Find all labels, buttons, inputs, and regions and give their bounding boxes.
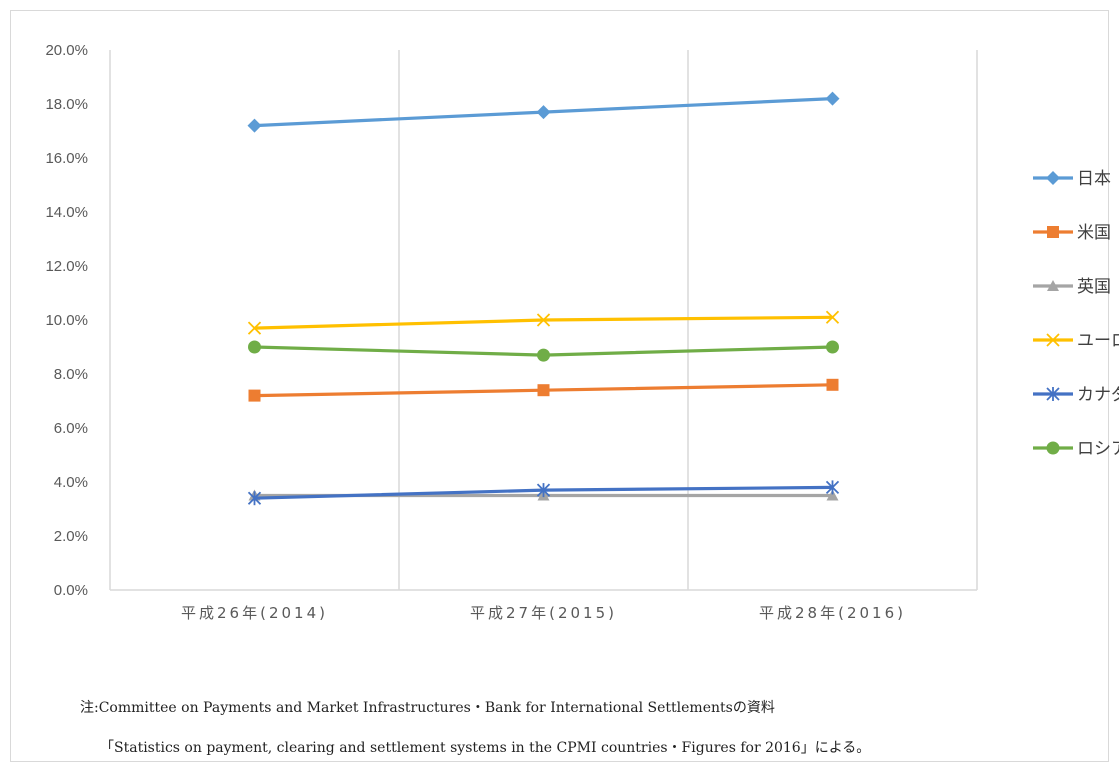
x-tick-label: 平成27年(2015) xyxy=(470,604,617,622)
y-tick-label: 0.0% xyxy=(54,582,88,599)
data-point xyxy=(247,118,262,133)
data-point xyxy=(537,384,550,397)
data-point xyxy=(247,491,262,506)
y-tick-label: 16.0% xyxy=(45,150,88,167)
data-point xyxy=(1046,441,1060,455)
data-point xyxy=(1046,171,1060,185)
marker-stroke xyxy=(247,321,262,335)
chart-frame xyxy=(10,10,1109,762)
series-0 xyxy=(247,91,840,133)
series-1 xyxy=(248,378,839,402)
x-tick-label: 平成26年(2014) xyxy=(181,604,328,622)
data-point xyxy=(826,489,839,501)
data-point xyxy=(825,310,840,324)
y-tick-label: 10.0% xyxy=(45,312,88,329)
data-point xyxy=(826,340,839,354)
y-tick-label: 4.0% xyxy=(54,474,88,491)
legend-item: 日本 xyxy=(1033,169,1111,189)
data-point xyxy=(537,348,550,362)
legend-item: 英国 xyxy=(1033,277,1111,297)
series-5 xyxy=(248,340,839,362)
data-point xyxy=(1046,387,1060,401)
legend-label: ロシア xyxy=(1077,439,1119,459)
legend-label: カナダ xyxy=(1077,385,1119,405)
y-tick-label: 6.0% xyxy=(54,420,88,437)
legend: 日本米国英国ユーロカナダロシア xyxy=(1033,169,1119,459)
legend-label: 日本 xyxy=(1077,169,1111,189)
legend-item: 米国 xyxy=(1033,223,1111,243)
data-point xyxy=(248,340,261,354)
y-tick-label: 14.0% xyxy=(45,204,88,221)
legend-item: ロシア xyxy=(1033,439,1119,459)
data-point xyxy=(1046,333,1060,347)
data-point xyxy=(536,483,551,498)
data-point xyxy=(536,105,551,120)
data-point xyxy=(1047,280,1059,291)
source-note-line-1: 注:Committee on Payments and Market Infra… xyxy=(80,700,775,716)
data-point xyxy=(825,91,840,106)
data-point xyxy=(247,321,262,335)
marker-stroke xyxy=(1046,333,1060,347)
data-point xyxy=(536,313,551,327)
marker-stroke xyxy=(536,313,551,327)
series-3 xyxy=(247,310,840,335)
series-4 xyxy=(247,480,840,506)
source-note-line-2: 「Statistics on payment, clearing and set… xyxy=(100,740,871,756)
legend-item: カナダ xyxy=(1033,385,1119,405)
legend-item: ユーロ xyxy=(1033,331,1119,351)
data-point xyxy=(825,480,840,495)
y-tick-label: 2.0% xyxy=(54,528,88,545)
data-point xyxy=(248,389,261,402)
legend-label: ユーロ xyxy=(1077,331,1119,351)
marker-stroke xyxy=(825,310,840,324)
y-tick-label: 18.0% xyxy=(45,96,88,113)
legend-label: 英国 xyxy=(1077,277,1111,297)
x-tick-label: 平成28年(2016) xyxy=(759,604,906,622)
data-point xyxy=(1047,226,1059,238)
data-point xyxy=(826,378,839,391)
series-layer xyxy=(247,91,840,506)
y-tick-label: 8.0% xyxy=(54,366,88,383)
y-tick-label: 20.0% xyxy=(45,42,88,59)
axis-layer: 0.0% 2.0% 4.0% 6.0% 8.0% 10.0% 12.0% 14.0% 16.0%… xyxy=(45,42,977,622)
y-tick-label: 12.0% xyxy=(45,258,88,275)
legend-label: 米国 xyxy=(1077,223,1111,243)
